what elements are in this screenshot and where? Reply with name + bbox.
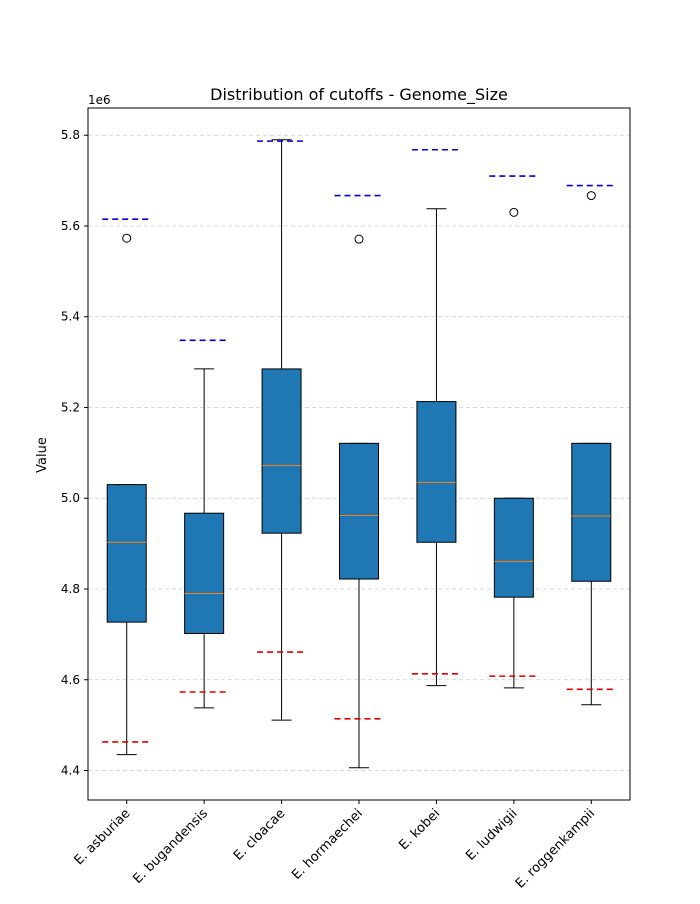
y-axis-offset-label: 1e6 xyxy=(88,93,111,107)
x-tick-label: E. kobei xyxy=(396,806,443,853)
y-tick-label: 5.4 xyxy=(61,310,80,324)
box xyxy=(339,442,379,580)
x-tick-label: E. ludwigii xyxy=(463,806,520,863)
y-tick-label: 4.4 xyxy=(61,764,80,778)
box xyxy=(106,484,147,623)
x-tick-label: E. asburiae xyxy=(72,806,134,868)
plot-frame xyxy=(87,107,631,801)
y-tick-label: 4.8 xyxy=(61,582,80,596)
y-tick-label: 5.2 xyxy=(61,400,80,414)
x-tick-label: E. cloacae xyxy=(231,806,288,863)
y-tick-label: 5.8 xyxy=(61,128,80,142)
y-axis-label: Value xyxy=(35,437,50,473)
outlier-point xyxy=(122,233,132,243)
x-tick-label: E. bugandensis xyxy=(130,806,211,887)
chart-title: Distribution of cutoffs - Genome_Size xyxy=(210,85,508,105)
grid-lines xyxy=(88,134,630,771)
outlier-point xyxy=(509,207,519,217)
outlier-point xyxy=(586,191,596,201)
box xyxy=(416,401,457,543)
box xyxy=(493,497,534,598)
y-tick-label: 5.0 xyxy=(61,491,80,505)
box xyxy=(571,442,612,582)
y-tick-label: 4.6 xyxy=(61,673,80,687)
outlier-point xyxy=(354,234,364,244)
box xyxy=(184,512,225,634)
x-tick-label: E. hormaechei xyxy=(289,806,366,883)
box-plots xyxy=(102,139,616,769)
box xyxy=(261,368,302,534)
y-tick-label: 5.6 xyxy=(61,219,80,233)
x-tick-label: E. roggenkampii xyxy=(513,806,598,891)
